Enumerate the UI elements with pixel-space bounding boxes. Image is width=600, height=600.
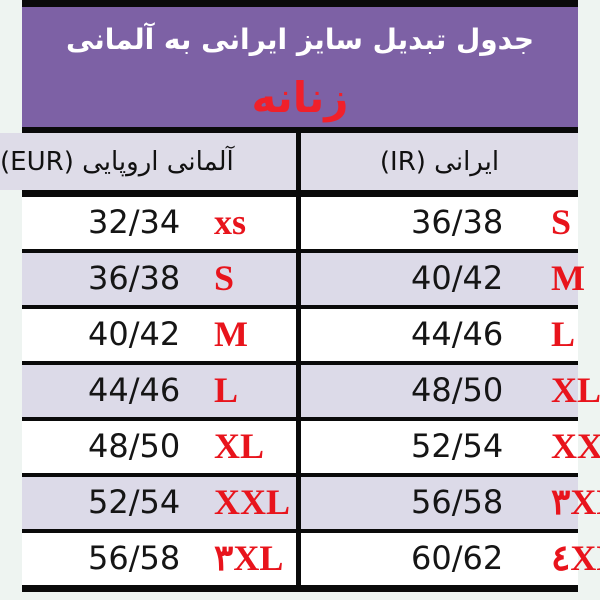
eur-cell: 32/34 xs xyxy=(22,197,296,249)
ir-value: 48/50 xyxy=(411,371,504,409)
eur-size-label: XL xyxy=(214,426,265,466)
title-block: جدول تبدیل سایز ایرانی به آلمانی زنانه xyxy=(22,7,578,127)
eur-value: 56/58 xyxy=(88,539,181,577)
eur-cell: 36/38 S xyxy=(22,253,296,305)
ir-size-label: ٤XL xyxy=(551,538,600,578)
ir-value: 36/38 xyxy=(411,203,504,241)
eur-size-label: xs xyxy=(214,202,247,242)
eur-size-label: ۳XL xyxy=(214,538,284,578)
eur-value: 40/42 xyxy=(88,315,181,353)
ir-cell: 36/38 S xyxy=(301,197,578,249)
ir-size-label: S xyxy=(551,202,572,242)
eur-cell: 40/42 M xyxy=(22,309,296,361)
ir-value: 60/62 xyxy=(411,539,504,577)
eur-value: 32/34 xyxy=(88,203,181,241)
table-row: 56/58 ۳XL 60/62 ٤XL xyxy=(22,533,600,585)
eur-cell: 44/46 L xyxy=(22,365,296,417)
ir-cell: 44/46 L xyxy=(301,309,578,361)
eur-cell: 56/58 ۳XL xyxy=(22,533,296,585)
ir-value: 56/58 xyxy=(411,483,504,521)
eur-value: 52/54 xyxy=(88,483,181,521)
ir-cell: 56/58 ۳XL xyxy=(301,477,600,529)
top-border xyxy=(22,0,578,7)
eur-size-label: L xyxy=(214,370,239,410)
table-row: 40/42 M 44/46 L xyxy=(22,309,578,361)
eur-size-label: M xyxy=(214,314,248,354)
ir-cell: 48/50 XL xyxy=(301,365,600,417)
ir-size-label: M xyxy=(551,258,585,298)
eur-cell: 52/54 XXL xyxy=(22,477,296,529)
eur-size-label: S xyxy=(214,258,235,298)
eur-size-label: XXL xyxy=(214,482,291,522)
table-row: 32/34 xs 36/38 S xyxy=(22,197,578,249)
eur-cell: 48/50 XL xyxy=(22,421,296,473)
column-divider xyxy=(296,127,301,589)
ir-cell: 60/62 ٤XL xyxy=(301,533,600,585)
table-row: 52/54 XXL 56/58 ۳XL xyxy=(22,477,600,529)
column-header-ir: ایرانی (IR) xyxy=(301,133,578,190)
ir-size-label: XXL xyxy=(551,426,600,466)
chart-subtitle: زنانه xyxy=(251,73,349,122)
ir-value: 40/42 xyxy=(411,259,504,297)
eur-value: 36/38 xyxy=(88,259,181,297)
eur-value: 44/46 xyxy=(88,371,181,409)
ir-size-label: L xyxy=(551,314,576,354)
ir-cell: 52/54 XXL xyxy=(301,421,600,473)
chart-title: جدول تبدیل سایز ایرانی به آلمانی xyxy=(65,23,535,56)
eur-value: 48/50 xyxy=(88,427,181,465)
column-header-eur: آلمانی اروپایی (EUR) xyxy=(0,133,296,190)
table-row: 48/50 XL 52/54 XXL xyxy=(22,421,600,473)
table-row: 36/38 S 40/42 M xyxy=(22,253,585,305)
ir-value: 52/54 xyxy=(411,427,504,465)
ir-value: 44/46 xyxy=(411,315,504,353)
ir-cell: 40/42 M xyxy=(301,253,585,305)
ir-size-label: XL xyxy=(551,370,600,410)
table-row: 44/46 L 48/50 XL xyxy=(22,365,600,417)
ir-size-label: ۳XL xyxy=(551,482,600,522)
